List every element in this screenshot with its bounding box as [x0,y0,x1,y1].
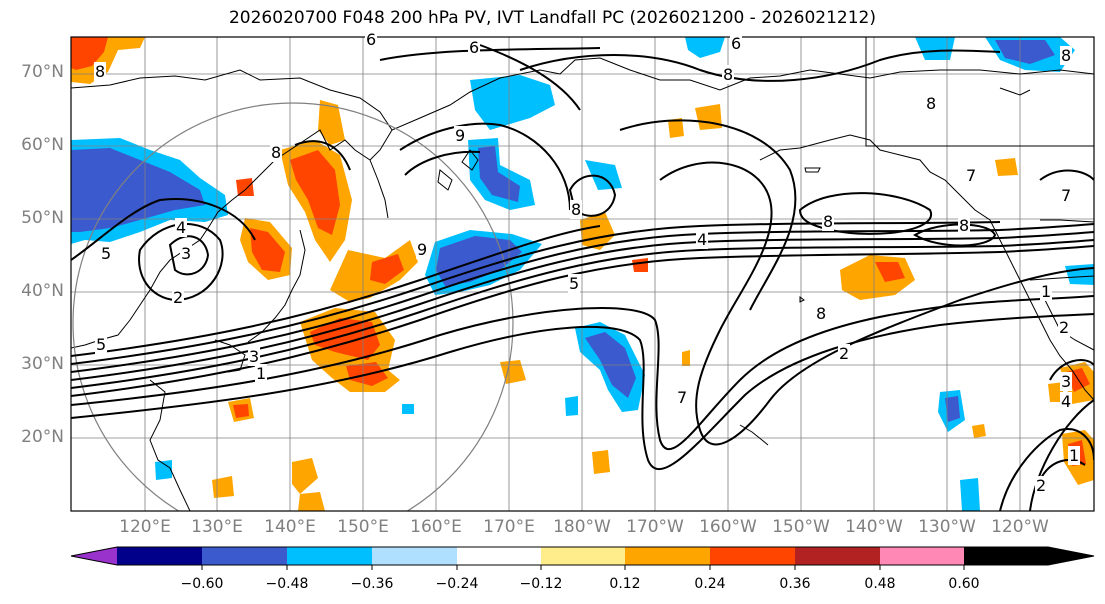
colorbar-outline [70,546,1095,566]
contour-label: 8 [925,94,938,113]
contour-label: 8 [815,304,828,323]
contour-label: 8 [1060,46,1073,65]
lon-label: 180°W [553,517,611,537]
ivt-pc-shading [71,37,1094,511]
lat-label-60n: 60°N [21,135,64,155]
colorbar-ticks [201,565,965,570]
contour-label: 2 [172,288,185,307]
colorbar-tick-label: 0.48 [864,576,896,592]
colorbar-segment [795,547,880,565]
contour-label: 9 [454,126,467,145]
lon-label: 160°W [699,517,757,537]
map-frame [70,36,1095,512]
coastlines [71,37,1094,511]
contour-label: 1 [1068,446,1081,465]
contour-label: 6 [730,34,743,53]
map-background [71,37,1094,511]
contour-label: 8 [570,200,583,219]
distance-circle [72,102,514,511]
contour-label: 8 [822,212,835,231]
colorbar-extend-low [71,547,117,565]
colorbar-tick-label: −0.24 [435,576,479,592]
contour-label: 3 [180,244,193,263]
contour-label: 2 [1035,476,1048,495]
colorbar-segment [372,547,457,565]
contour-label: 5 [95,335,108,354]
lon-label: 120°E [119,517,171,537]
lon-label: 170°W [626,517,684,537]
colorbar-tick-label: 0.60 [948,576,980,592]
contour-label: 1 [1040,282,1053,301]
lat-label-20n: 20°N [21,427,64,447]
colorbar-tick-label: 0.36 [779,576,811,592]
colorbar-tick-label: −0.36 [350,576,394,592]
contour-label: 2 [838,344,851,363]
colorbar-tick-label: 0.24 [694,576,726,592]
colorbar-segment [287,547,372,565]
lon-label: 150°E [337,517,389,537]
lat-label-40n: 40°N [21,281,64,301]
lon-label: 140°E [264,517,316,537]
colorbar-segment [117,547,202,565]
colorbar-segment [710,547,795,565]
contour-label: 4 [1060,392,1073,411]
contour-label: 4 [175,218,188,237]
contour-label: 8 [270,143,283,162]
contour-label: 7 [965,166,978,185]
lat-label-70n: 70°N [21,62,64,82]
contour-label: 8 [94,62,107,81]
colorbar-segment [202,547,287,565]
colorbar-segment [457,547,541,565]
contour-label: 7 [1060,186,1073,205]
contour-label: 7 [676,388,689,407]
colorbar-segment [880,547,964,565]
contour-label: 5 [568,274,581,293]
map-title: 2026020700 F048 200 hPa PV, IVT Landfall… [228,8,876,28]
colorbar-extend-high [964,547,1094,565]
graticule [71,37,1094,511]
colorbar-tick-label: 0.12 [609,576,641,592]
contour-label: 6 [468,38,481,57]
lon-label: 170°E [483,517,535,537]
contour-label: 2 [1058,318,1071,337]
pv-contours [71,44,1094,511]
contour-label: 3 [248,347,261,366]
contour-label: 8 [958,216,971,235]
lon-label: 160°E [410,517,462,537]
lat-label-30n: 30°N [21,354,64,374]
lon-label: 150°W [772,517,830,537]
lat-label-50n: 50°N [21,208,64,228]
contour-label: 6 [365,30,378,49]
colorbar-tick-label: −0.60 [180,576,224,592]
lon-label: 120°W [991,517,1049,537]
contour-label: 4 [696,230,709,249]
lon-label: 130°W [918,517,976,537]
contour-label: 8 [722,65,735,84]
colorbar-segment [625,547,710,565]
contour-label: 3 [1060,372,1073,391]
lon-label: 130°E [191,517,243,537]
contour-label: 5 [100,244,113,263]
contour-label: 1 [255,364,268,383]
colorbar-segment [541,547,625,565]
contour-label: 9 [416,240,429,259]
lon-label: 140°W [845,517,903,537]
colorbar-tick-label: −0.48 [265,576,309,592]
colorbar-tick-label: −0.12 [519,576,563,592]
